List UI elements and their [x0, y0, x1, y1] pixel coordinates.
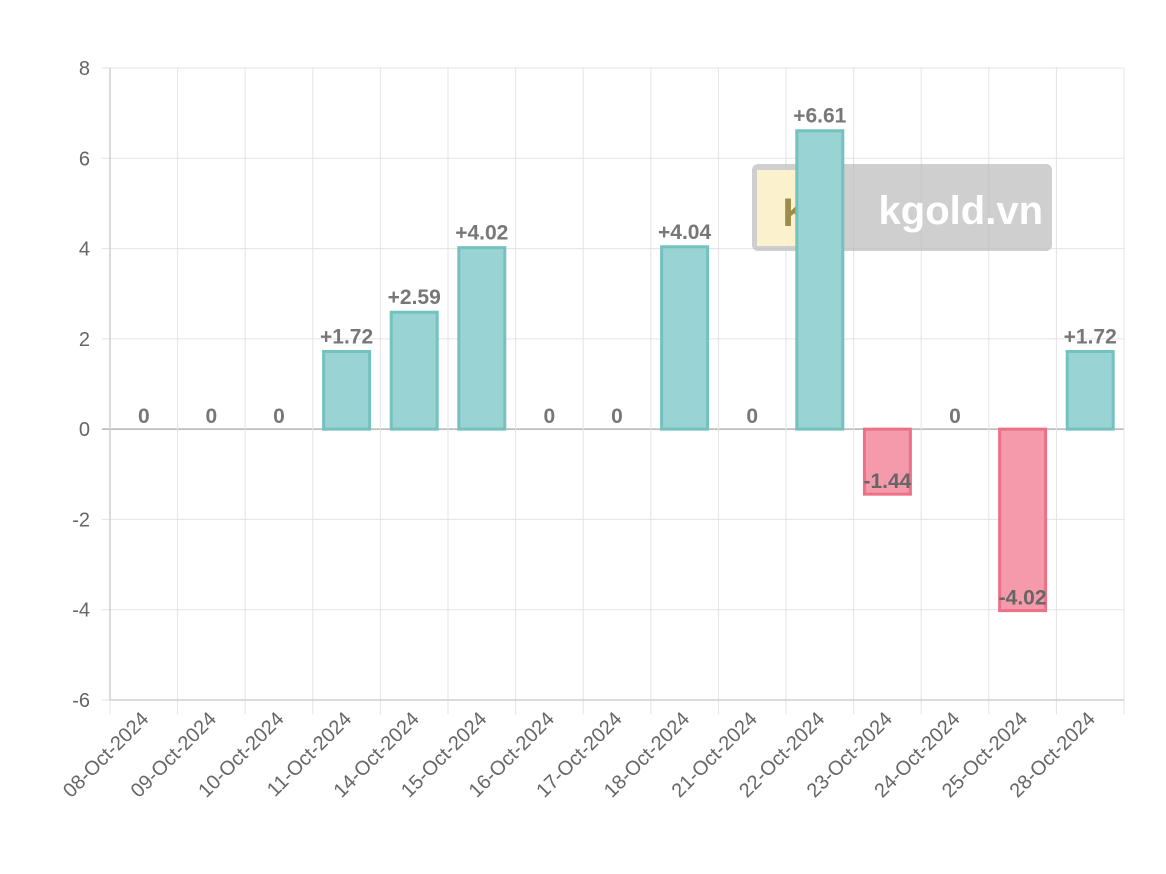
bar: [660, 245, 710, 431]
data-labels: 0 0 0 +1.72 +2.59 +4.02 0 0 +4.04 0 +6.61 -1.44 0 -4.…: [138, 105, 1117, 610]
y-tick-label: 8: [79, 58, 90, 80]
bar: [862, 427, 912, 496]
data-label: 0: [138, 405, 150, 428]
bar: [998, 427, 1048, 613]
y-tick-label: 0: [79, 419, 90, 441]
y-tick-label: 6: [79, 148, 90, 170]
data-label: -1.44: [863, 470, 911, 493]
y-tick-label: -6: [72, 690, 90, 712]
x-axis-ticks: 08-Oct-202409-Oct-202410-Oct-202411-Oct-…: [59, 708, 1100, 802]
data-label: 0: [611, 405, 623, 428]
bars: [322, 129, 1115, 613]
y-tick-label: 4: [79, 239, 90, 261]
y-tick-label: -2: [72, 509, 90, 531]
data-label: 0: [544, 405, 556, 428]
y-tick-label: -4: [72, 600, 90, 622]
data-label: +4.04: [658, 221, 711, 244]
data-label: 0: [949, 405, 961, 428]
bar: [795, 129, 845, 431]
bar: [322, 349, 372, 431]
data-label: 0: [746, 405, 758, 428]
axes: [109, 68, 1124, 701]
data-label: 0: [206, 405, 218, 428]
data-label: +4.02: [455, 222, 508, 245]
bar: [457, 246, 507, 431]
data-label: +6.61: [793, 105, 846, 128]
bar: [1065, 349, 1115, 431]
data-label: 0: [273, 405, 285, 428]
grid-lines: [102, 67, 1125, 714]
y-axis-ticks: 8 6 4 2 0 -2 -4 -6: [72, 58, 90, 712]
watermark-text: kgold.vn: [879, 189, 1043, 233]
data-label: +1.72: [320, 325, 373, 348]
y-tick-label: 2: [79, 329, 90, 351]
data-label: +2.59: [388, 286, 441, 309]
data-label: -4.02: [999, 587, 1047, 610]
data-label: +1.72: [1064, 325, 1117, 348]
bar: [389, 310, 439, 431]
